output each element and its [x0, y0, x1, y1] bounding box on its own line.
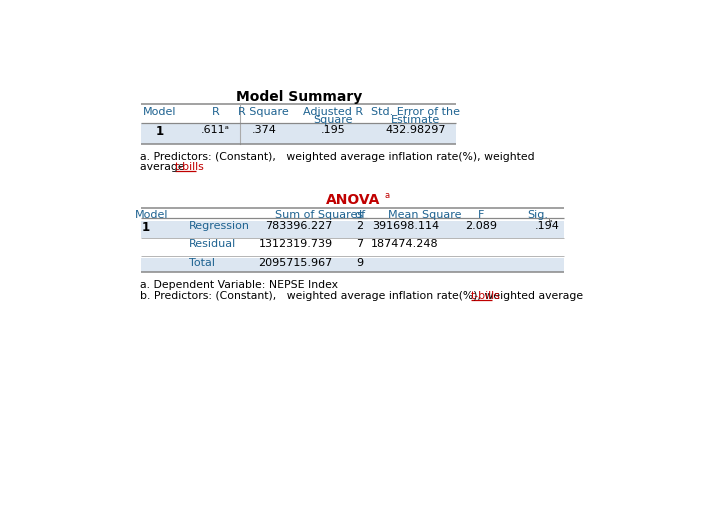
Text: a. Dependent Variable: NEPSE Index: a. Dependent Variable: NEPSE Index [141, 280, 338, 290]
Text: ANOVA: ANOVA [327, 193, 381, 207]
Text: .374: .374 [252, 125, 276, 135]
Text: Sig.: Sig. [528, 210, 549, 220]
Text: 1312319.739: 1312319.739 [259, 239, 332, 249]
Text: Regression: Regression [189, 221, 249, 230]
Text: t-bills: t-bills [174, 162, 204, 172]
Text: average: average [141, 162, 189, 172]
Text: a: a [384, 191, 390, 200]
Text: 7: 7 [356, 239, 363, 249]
Text: Mean Square: Mean Square [388, 210, 461, 220]
Text: Std. Error of the: Std. Error of the [371, 107, 460, 117]
Text: .195: .195 [320, 125, 345, 135]
Text: R Square: R Square [239, 107, 289, 117]
Text: Model: Model [143, 107, 177, 117]
Text: Total: Total [189, 258, 215, 268]
Text: t-bills: t-bills [471, 291, 500, 301]
Text: 2.089: 2.089 [465, 221, 497, 230]
Bar [141, 258, 565, 272]
Bar [141, 123, 456, 145]
Text: df: df [354, 210, 366, 220]
Text: 1: 1 [156, 125, 164, 138]
Text: ᵇ: ᵇ [549, 218, 552, 227]
Text: Square: Square [313, 115, 353, 125]
Text: 2095715.967: 2095715.967 [258, 258, 332, 268]
Text: .611ᵃ: .611ᵃ [201, 125, 230, 135]
Text: 432.98297: 432.98297 [386, 125, 446, 135]
Text: 1: 1 [142, 221, 150, 234]
Text: F: F [477, 210, 484, 220]
Text: R: R [212, 107, 220, 117]
Text: 783396.227: 783396.227 [265, 221, 332, 230]
Text: Estimate: Estimate [391, 115, 441, 125]
Text: 187474.248: 187474.248 [371, 239, 439, 249]
Text: 391698.114: 391698.114 [372, 221, 439, 230]
Text: Model: Model [136, 210, 169, 220]
Text: Sum of Squares: Sum of Squares [275, 210, 363, 220]
Text: b. Predictors: (Constant),   weighted average inflation rate(%), weighted averag: b. Predictors: (Constant), weighted aver… [141, 291, 587, 301]
Text: Model Summary: Model Summary [236, 90, 363, 104]
Text: 9: 9 [356, 258, 363, 268]
Text: Residual: Residual [189, 239, 236, 249]
Text: Adjusted R: Adjusted R [303, 107, 363, 117]
Text: .194: .194 [535, 221, 559, 230]
Text: a. Predictors: (Constant),   weighted average inflation rate(%), weighted: a. Predictors: (Constant), weighted aver… [141, 152, 535, 162]
Text: 2: 2 [356, 221, 363, 230]
Bar [141, 221, 565, 238]
